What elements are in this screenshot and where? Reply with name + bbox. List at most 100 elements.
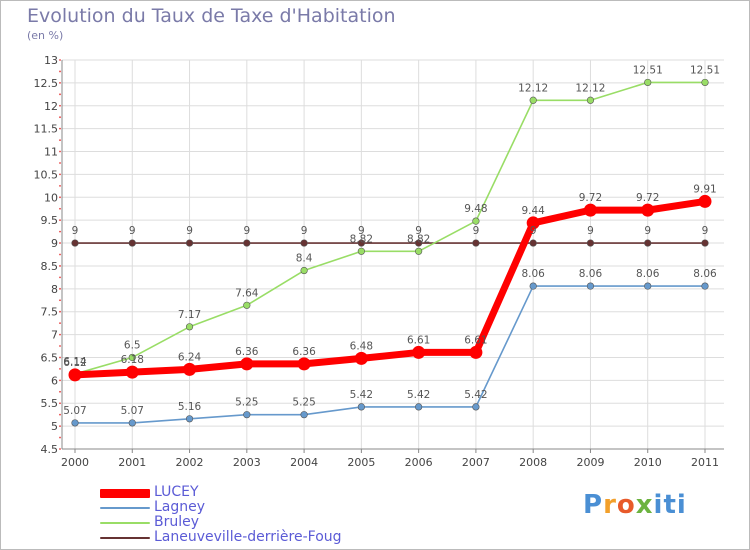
y-axis-tick-dot bbox=[59, 368, 61, 370]
y-tick-label: 10.5 bbox=[34, 168, 59, 181]
y-axis-tick-dot bbox=[59, 276, 61, 279]
data-point bbox=[243, 239, 251, 247]
data-label: 5.42 bbox=[350, 389, 373, 401]
y-axis-tick-dot bbox=[59, 230, 61, 233]
legend-label: Bruley bbox=[154, 514, 200, 530]
data-point bbox=[701, 78, 709, 87]
y-tick-label: 10 bbox=[44, 191, 58, 204]
data-point bbox=[300, 411, 308, 419]
y-tick-label: 8 bbox=[51, 283, 58, 296]
series-line-bruley bbox=[74, 81, 706, 375]
x-tick-label: 2007 bbox=[462, 456, 490, 469]
data-label: 8.82 bbox=[350, 233, 373, 245]
y-axis-tick-dot bbox=[59, 207, 61, 210]
legend-item: LUCEY bbox=[100, 484, 400, 501]
data-label: 6.36 bbox=[235, 346, 259, 358]
y-tick-label: 11 bbox=[44, 146, 58, 159]
data-label: 5.07 bbox=[121, 405, 144, 417]
y-axis-tick-dot bbox=[59, 242, 61, 244]
data-label: 9.72 bbox=[636, 192, 659, 204]
data-point bbox=[357, 239, 365, 247]
x-tick-label: 2010 bbox=[634, 456, 662, 469]
y-axis-tick-dot bbox=[59, 116, 61, 119]
data-label: 9 bbox=[72, 225, 79, 237]
y-tick-label: 6.5 bbox=[41, 351, 59, 364]
data-point bbox=[644, 239, 652, 247]
y-tick-label: 5.5 bbox=[41, 397, 59, 410]
y-axis-tick-dot bbox=[59, 287, 61, 290]
data-point bbox=[472, 217, 480, 225]
data-label: 5.25 bbox=[235, 397, 258, 409]
x-tick-label: 2003 bbox=[233, 456, 261, 469]
legend-swatch bbox=[100, 522, 150, 524]
y-axis-tick-dot bbox=[59, 162, 61, 164]
y-axis-tick-dot bbox=[59, 356, 61, 359]
y-axis-tick-dot bbox=[59, 150, 61, 153]
data-point bbox=[357, 247, 365, 255]
data-label: 7.64 bbox=[235, 287, 259, 299]
y-axis-tick-dot bbox=[59, 448, 61, 450]
data-point bbox=[529, 282, 537, 290]
x-tick-label: 2011 bbox=[691, 456, 719, 469]
y-axis-tick-dot bbox=[59, 436, 61, 439]
data-point bbox=[243, 301, 251, 309]
data-point bbox=[128, 353, 136, 362]
y-axis-tick-dot bbox=[59, 333, 61, 336]
y-tick-label: 13 bbox=[44, 54, 58, 67]
data-label: 9 bbox=[301, 225, 308, 237]
data-label: 12.51 bbox=[690, 64, 720, 76]
data-point bbox=[183, 362, 197, 376]
legend-swatch bbox=[100, 537, 150, 539]
legend-label: LUCEY bbox=[154, 484, 199, 500]
y-axis-tick-dot bbox=[59, 402, 61, 405]
x-tick-label: 2009 bbox=[576, 456, 604, 469]
data-label: 5.16 bbox=[178, 401, 202, 413]
data-point bbox=[185, 239, 194, 247]
data-point bbox=[472, 239, 480, 247]
data-label: 6.36 bbox=[292, 346, 316, 358]
data-point bbox=[583, 203, 597, 217]
legend-label: Lagney bbox=[154, 499, 206, 515]
legend-item: Bruley bbox=[100, 514, 400, 531]
legend-swatch bbox=[100, 488, 150, 498]
y-tick-label: 7 bbox=[51, 329, 58, 342]
data-label: 9.48 bbox=[464, 203, 487, 215]
data-label: 9 bbox=[358, 225, 365, 237]
data-label: 12.12 bbox=[518, 82, 548, 94]
y-axis-tick-dot bbox=[59, 265, 61, 267]
data-point bbox=[185, 415, 194, 423]
legend-item: Lagney bbox=[100, 499, 400, 516]
data-label: 6.24 bbox=[178, 351, 202, 363]
data-label: 6.61 bbox=[407, 334, 430, 346]
data-point bbox=[128, 419, 136, 427]
data-point bbox=[243, 411, 251, 419]
x-tick-label: 2000 bbox=[61, 456, 89, 469]
proxiti-logo: Proxiti bbox=[583, 490, 687, 520]
y-tick-label: 4.5 bbox=[41, 443, 59, 456]
data-point bbox=[526, 216, 540, 230]
data-point bbox=[71, 419, 79, 427]
data-label: 9 bbox=[530, 225, 537, 237]
data-point bbox=[698, 194, 712, 208]
y-tick-label: 11.5 bbox=[34, 123, 59, 136]
y-axis-tick-dot bbox=[59, 104, 61, 107]
legend-swatch bbox=[100, 507, 150, 509]
data-label: 9 bbox=[415, 225, 422, 237]
y-axis-tick-dot bbox=[59, 59, 61, 61]
data-label: 8.06 bbox=[636, 268, 660, 280]
y-axis-tick-dot bbox=[59, 93, 61, 96]
x-tick-label: 2004 bbox=[290, 456, 318, 469]
y-tick-label: 8.5 bbox=[41, 260, 59, 273]
data-label: 8.06 bbox=[579, 268, 603, 280]
y-axis-tick-dot bbox=[59, 81, 61, 84]
y-axis-tick-dot bbox=[59, 139, 61, 141]
y-tick-label: 9 bbox=[51, 237, 58, 250]
data-point bbox=[529, 239, 537, 247]
data-label: 8.06 bbox=[521, 268, 545, 280]
data-label: 9.72 bbox=[579, 192, 602, 204]
y-axis-tick-dot bbox=[59, 253, 61, 256]
data-label: 5.07 bbox=[63, 405, 86, 417]
y-tick-label: 9.5 bbox=[41, 214, 59, 227]
data-label: 6.12 bbox=[63, 357, 86, 369]
data-label: 5.25 bbox=[292, 397, 315, 409]
